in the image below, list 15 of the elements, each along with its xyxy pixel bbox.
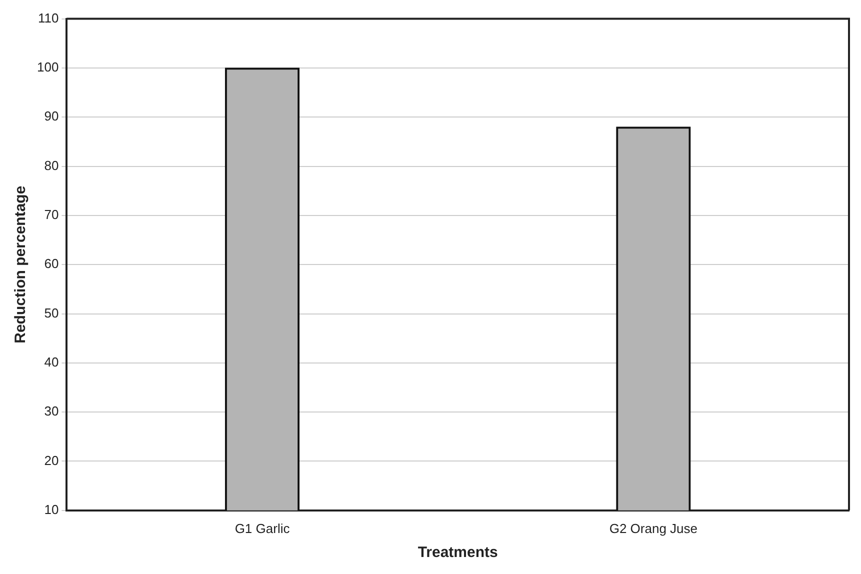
y-tick-label: 110	[38, 10, 59, 26]
y-tick-label: 100	[36, 60, 59, 75]
y-tick-label: 70	[44, 207, 59, 222]
x-tick-label: G2 Orang Juse	[609, 520, 698, 536]
y-tick-label: 80	[44, 158, 59, 173]
x-tick-label: G1 Garlic	[234, 520, 290, 536]
y-tick-label: 40	[44, 354, 59, 370]
y-tick-label: 20	[44, 452, 59, 468]
x-axis-title: Treatments	[418, 544, 498, 562]
y-tick-label: 10	[44, 502, 59, 517]
y-axis-title: Reduction percentage	[12, 186, 30, 344]
y-tick-label: 30	[44, 404, 59, 419]
y-tick-label: 50	[44, 305, 59, 320]
y-tick-label: 60	[44, 256, 59, 272]
y-tick-label: 90	[44, 108, 59, 124]
